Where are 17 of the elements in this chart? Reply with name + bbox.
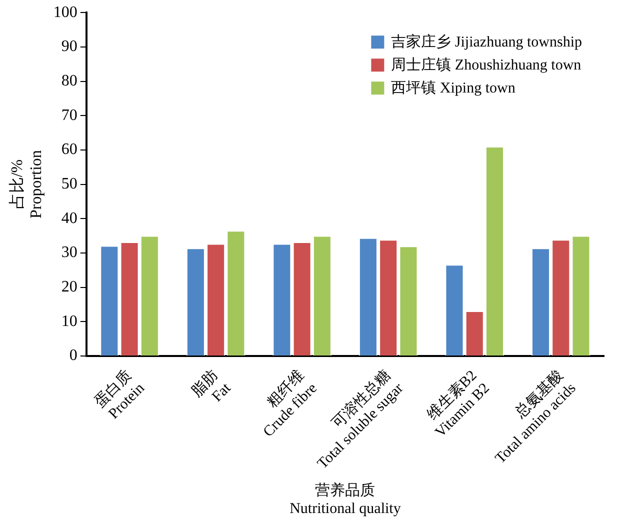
y-tick-label: 60 bbox=[61, 141, 78, 158]
y-tick-label: 20 bbox=[61, 278, 78, 296]
y-tick-label: 40 bbox=[61, 210, 78, 227]
y-tick-label: 50 bbox=[61, 175, 78, 192]
y-tick-label: 30 bbox=[61, 244, 78, 262]
y-tick-label: 90 bbox=[61, 38, 78, 56]
legend-label: 吉家庄乡 Jijiazhuang township bbox=[391, 34, 582, 51]
y-tick-label: 100 bbox=[53, 4, 78, 21]
y-tick-label: 80 bbox=[61, 72, 78, 90]
y-tick-label: 70 bbox=[61, 106, 78, 124]
y-tick-label: 10 bbox=[61, 312, 78, 330]
legend-label: 周士庄镇 Zhoushizhuang town bbox=[391, 56, 582, 74]
x-axis-title: 营养品质 Nutritional quality bbox=[290, 482, 402, 517]
legend-label: 西坪镇 Xiping town bbox=[391, 80, 516, 97]
y-tick-label: 0 bbox=[69, 347, 78, 364]
y-axis-title: 占比/% Proportion bbox=[8, 150, 46, 219]
x-tick-label: 脂肪 Fat bbox=[188, 366, 235, 406]
